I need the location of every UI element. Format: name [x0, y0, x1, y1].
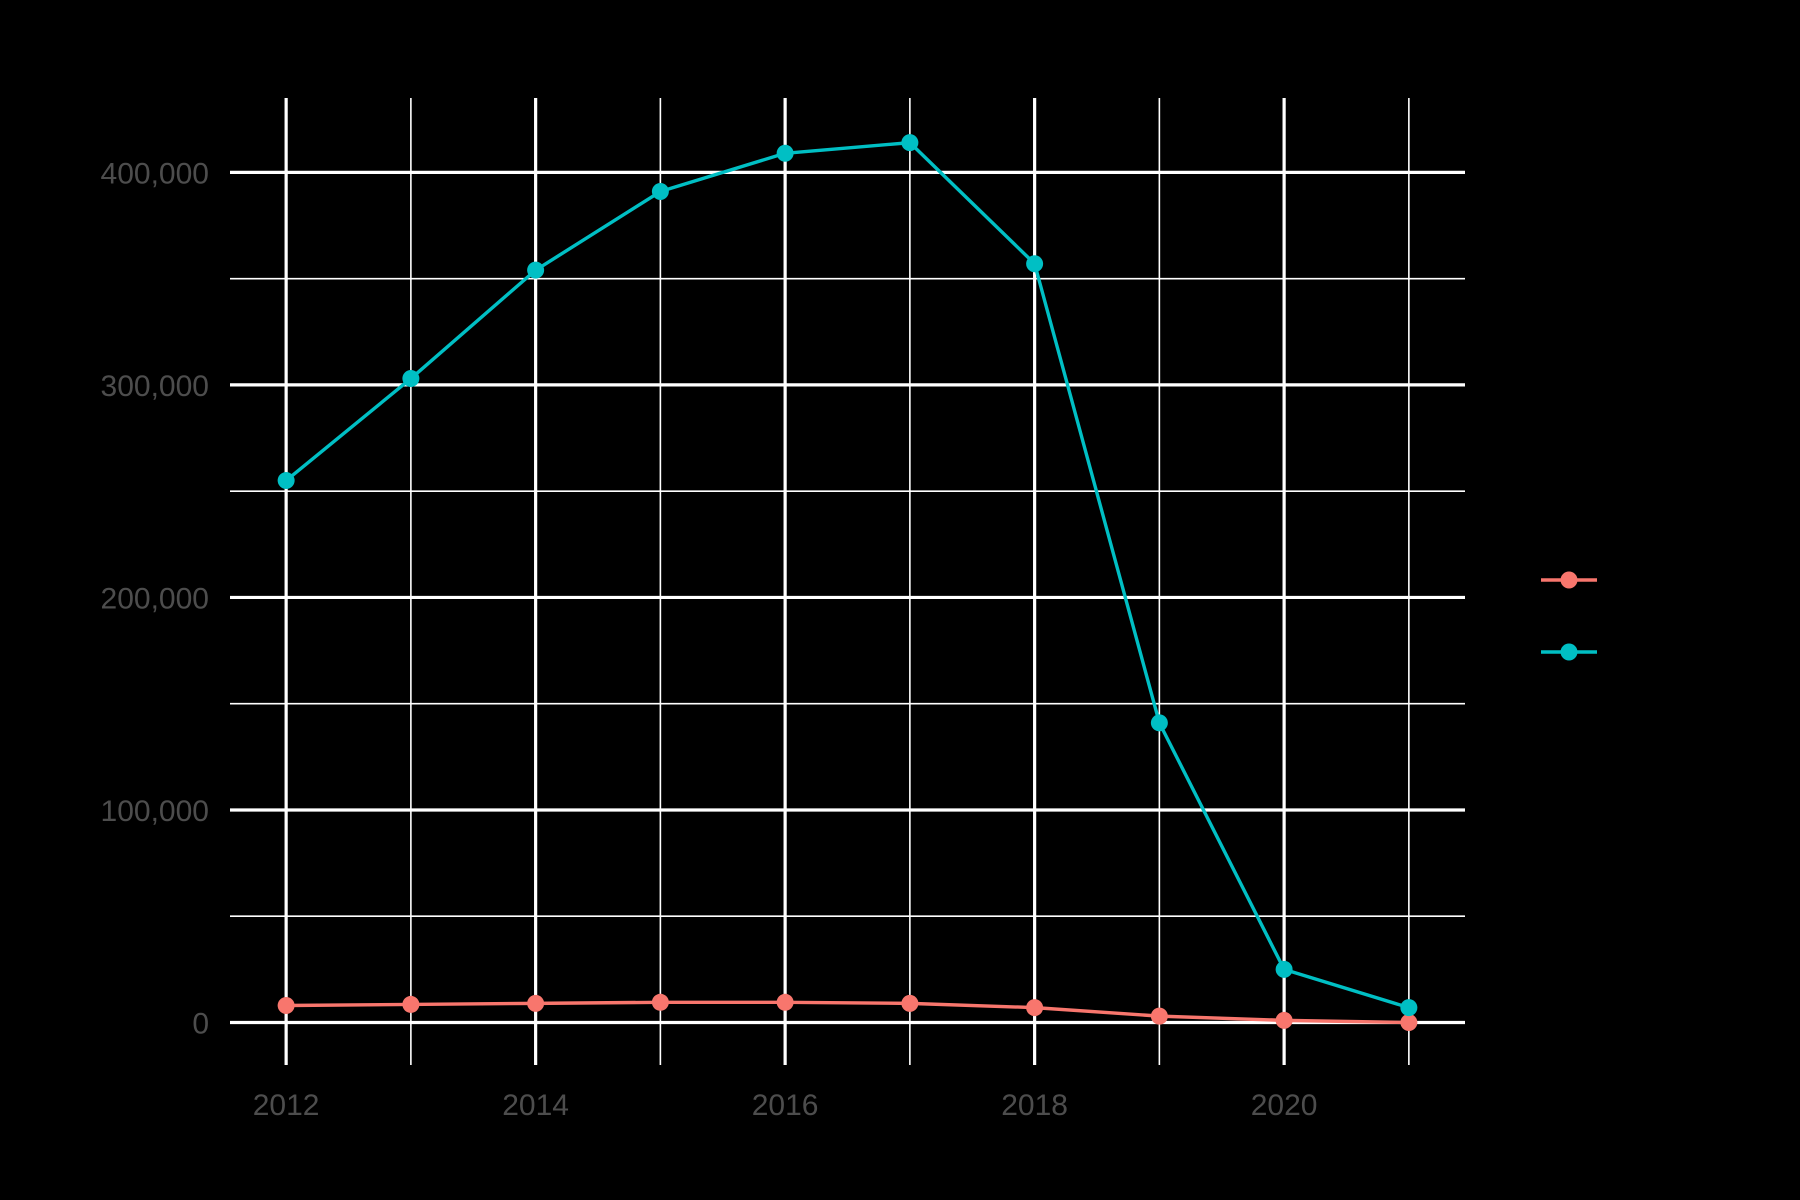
y-tick-label: 200,000 — [101, 582, 209, 615]
series-0 — [277, 993, 1418, 1031]
data-point — [901, 134, 919, 152]
y-tick-label: 100,000 — [101, 795, 209, 828]
series-line — [284, 140, 1411, 1010]
y-tick-label: 400,000 — [101, 157, 209, 190]
legend-key-1 — [1541, 643, 1597, 661]
data-point — [651, 993, 669, 1011]
y-axis-tick-labels: 0 100,000 200,000 300,000 400,000 — [101, 157, 209, 1040]
major-gridlines — [230, 98, 1465, 1065]
data-point — [402, 370, 420, 388]
x-tick-label: 2014 — [502, 1089, 569, 1122]
data-point — [1275, 960, 1293, 978]
data-point — [527, 994, 545, 1012]
data-point — [901, 994, 919, 1012]
data-point — [776, 144, 794, 162]
data-point — [651, 183, 669, 201]
data-point — [277, 996, 295, 1014]
data-point — [1150, 714, 1168, 732]
y-tick-label: 300,000 — [101, 370, 209, 403]
legend-point — [1560, 571, 1578, 589]
series-layer — [277, 134, 1418, 1031]
x-tick-label: 2020 — [1251, 1089, 1318, 1122]
x-tick-label: 2018 — [1001, 1089, 1068, 1122]
minor-gridlines — [230, 98, 1465, 1065]
y-tick-label: 0 — [192, 1007, 209, 1040]
legend — [1541, 571, 1597, 661]
legend-key-0 — [1541, 571, 1597, 589]
data-point — [1400, 999, 1418, 1017]
data-point — [402, 995, 420, 1013]
data-point — [1275, 1011, 1293, 1029]
data-point — [1026, 999, 1044, 1017]
data-point — [1150, 1007, 1168, 1025]
data-point — [776, 993, 794, 1011]
data-point — [527, 261, 545, 279]
x-tick-label: 2016 — [752, 1089, 819, 1122]
legend-point — [1560, 643, 1578, 661]
data-point — [1400, 1013, 1418, 1031]
series-line — [284, 1000, 1411, 1025]
x-tick-label: 2012 — [253, 1089, 320, 1122]
data-point — [1026, 255, 1044, 273]
x-axis-tick-labels: 2012 2014 2016 2018 2020 — [253, 1089, 1318, 1122]
data-point — [277, 472, 295, 490]
series-1 — [277, 134, 1418, 1017]
